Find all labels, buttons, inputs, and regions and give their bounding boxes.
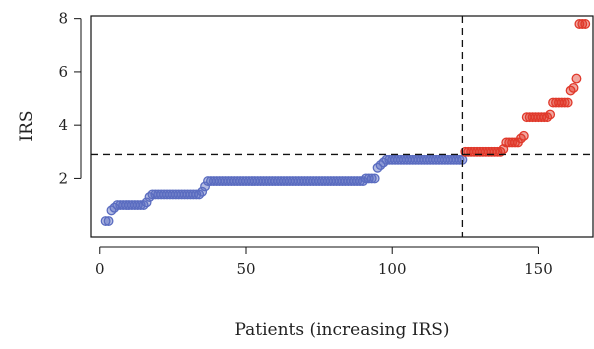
x-tick-label: 100 [378, 260, 407, 278]
y-tick-label: 6 [58, 63, 68, 81]
x-tick-label: 0 [95, 260, 105, 278]
x-tick-label: 50 [236, 260, 255, 278]
data-point-low [100, 216, 111, 226]
x-tick-label: 150 [524, 260, 553, 278]
y-tick-label: 4 [58, 116, 68, 134]
y-axis-title: IRS [17, 110, 37, 141]
data-point-high [577, 19, 588, 29]
data-point-high [568, 82, 579, 93]
data-point-high [571, 73, 582, 84]
y-tick-label: 2 [58, 169, 68, 187]
data-point-low [197, 186, 208, 197]
y-axis: 2 4 6 8 [58, 10, 82, 187]
data-point-high [559, 97, 570, 108]
x-axis: 0 50 100 150 [95, 246, 553, 278]
data-point-low [454, 154, 465, 165]
data-point-low [103, 216, 114, 226]
x-axis-title: Patients (increasing IRS) [234, 320, 449, 340]
data-point-low [369, 173, 380, 184]
data-points [100, 19, 591, 226]
data-point-high [518, 130, 529, 141]
data-point-high [545, 109, 556, 120]
data-point-low [366, 173, 377, 184]
data-point-high [562, 97, 573, 108]
data-point-low [141, 197, 152, 208]
data-point-high [580, 19, 591, 29]
y-tick-label: 8 [58, 10, 68, 28]
plot-frame [90, 15, 594, 238]
